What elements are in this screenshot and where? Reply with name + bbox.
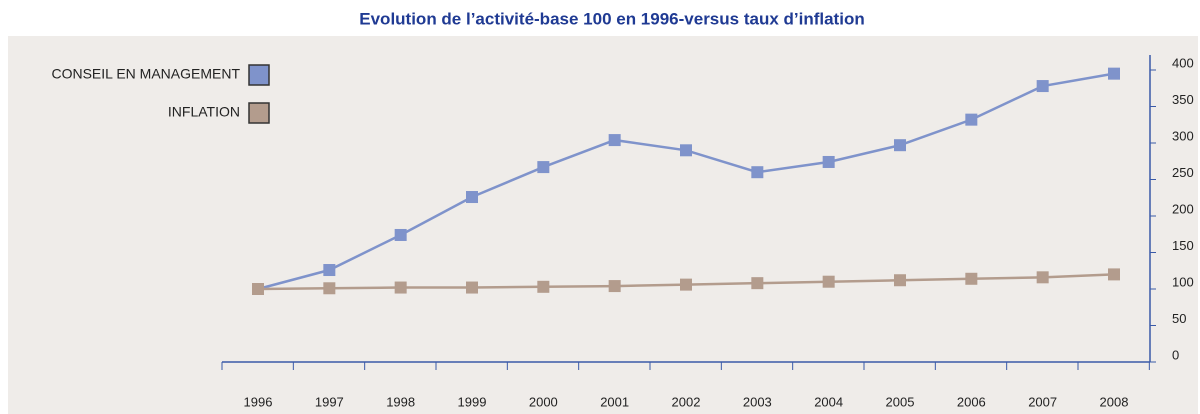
point-marker [751,277,764,290]
y-tick-label: 100 [1172,274,1194,289]
point-marker [394,228,407,241]
legend-swatch [248,64,270,86]
point-marker [1036,271,1049,284]
y-tick-label: 0 [1172,347,1179,362]
point-marker [965,272,978,285]
point-marker [965,113,978,126]
x-tick-label: 2001 [600,394,629,409]
y-tick-label: 250 [1172,165,1194,180]
point-marker [323,264,336,277]
y-tick-label: 350 [1172,92,1194,107]
x-tick-label: 2007 [1028,394,1057,409]
x-tick-label: 2006 [957,394,986,409]
legend-swatch [248,102,270,124]
x-tick-label: 1996 [244,394,273,409]
x-tick-label: 1997 [315,394,344,409]
y-tick-label: 150 [1172,238,1194,253]
x-tick-label: 1998 [386,394,415,409]
x-tick-label: 2003 [743,394,772,409]
point-marker [537,280,550,293]
point-marker [894,274,906,287]
x-tick-label: 2004 [814,394,843,409]
y-tick-label: 400 [1172,55,1194,70]
point-marker [608,134,621,147]
point-marker [394,281,407,294]
point-marker [608,280,621,293]
point-marker [894,139,906,152]
point-marker [466,281,478,294]
legend-label: CONSEIL EN MANAGEMENT [51,66,240,82]
x-tick-label: 2008 [1100,394,1129,409]
point-marker [1036,80,1049,93]
point-marker [252,283,264,295]
point-marker [680,278,692,291]
x-tick-label: 2005 [886,394,915,409]
plot-background [8,36,1198,414]
x-tick-label: 2000 [529,394,558,409]
point-marker [822,275,835,288]
point-marker [537,161,550,174]
point-marker [466,191,478,204]
y-tick-label: 50 [1172,311,1186,326]
x-tick-label: 1999 [458,394,487,409]
point-marker [822,155,835,168]
y-tick-label: 200 [1172,201,1194,216]
x-tick-label: 2002 [672,394,701,409]
point-marker [1108,268,1120,281]
y-tick-label: 300 [1172,128,1194,143]
point-marker [751,166,764,179]
point-marker [1108,67,1120,80]
point-marker [680,144,692,157]
point-marker [323,282,336,295]
chart-title: Evolution de l’activité-base 100 en 1996… [359,9,864,28]
legend-label: INFLATION [168,104,240,120]
